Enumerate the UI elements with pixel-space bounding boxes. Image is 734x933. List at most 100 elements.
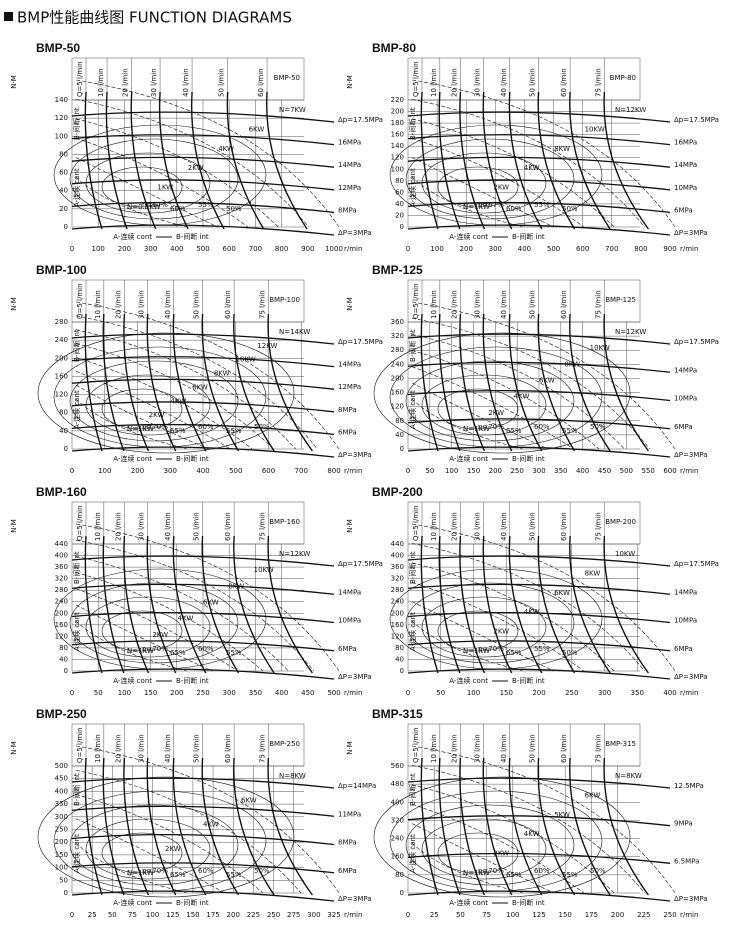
power-curve bbox=[75, 556, 289, 672]
efficiency-loop bbox=[421, 596, 547, 658]
x-tick-label: 450 bbox=[301, 689, 314, 697]
efficiency-label: 55% bbox=[198, 201, 214, 209]
panel-box-label: BMP-315 bbox=[605, 740, 636, 748]
y-tick-label: 80 bbox=[395, 177, 404, 185]
y-tick-label: 200 bbox=[391, 609, 404, 617]
x-tick-label: 0 bbox=[406, 689, 410, 697]
efficiency-label: 55% bbox=[226, 649, 242, 657]
panel-name: BMP-160 bbox=[36, 485, 87, 499]
efficiency-loop bbox=[101, 166, 183, 208]
flow-label: 30 l/min bbox=[474, 290, 482, 319]
pressure-label: 6MPa bbox=[674, 645, 693, 653]
flow-header bbox=[407, 57, 641, 101]
x-tick-label: 175 bbox=[585, 911, 598, 919]
flow-label: 20 l/min bbox=[450, 68, 458, 97]
speed-unit: r/min bbox=[680, 467, 698, 475]
pressure-curve bbox=[71, 555, 335, 567]
power-curve bbox=[75, 343, 275, 450]
legend-b: B-间断 int bbox=[512, 898, 545, 907]
flow-label: 10 l/min bbox=[94, 512, 102, 541]
power-label: N=1KW bbox=[127, 425, 154, 433]
y-tick-label: 160 bbox=[391, 621, 404, 629]
pressure-label: ΔP=3MPa bbox=[338, 229, 372, 237]
side-legend-a: A-连续 cont bbox=[72, 390, 81, 429]
flow-label: Q=5 l/min bbox=[76, 505, 84, 541]
pressure-label: 14MPa bbox=[338, 361, 361, 369]
flow-label: 40 l/min bbox=[164, 290, 172, 319]
x-tick-label: 150 bbox=[144, 689, 157, 697]
efficiency-label: 65% bbox=[506, 871, 522, 879]
efficiency-loop bbox=[69, 360, 239, 442]
pressure-label: Δp=17.5MPa bbox=[674, 116, 719, 124]
flow-curve bbox=[438, 757, 461, 896]
flow-label: 20 l/min bbox=[114, 734, 122, 763]
y-tick-label: 450 bbox=[55, 775, 68, 783]
y-tick-label: 60 bbox=[59, 169, 68, 177]
efficiency-loop bbox=[53, 346, 267, 448]
power-label: 4KW bbox=[170, 397, 186, 405]
power-curve bbox=[75, 523, 340, 672]
power-label: N=1KW bbox=[463, 203, 490, 211]
power-label: N=14KW bbox=[279, 328, 310, 336]
flow-curve bbox=[172, 757, 207, 896]
flow-curve bbox=[233, 313, 275, 452]
power-label: 6KW bbox=[554, 589, 570, 597]
power-curve bbox=[75, 137, 248, 228]
pressure-curve bbox=[407, 555, 671, 567]
y-tick-label: 220 bbox=[391, 96, 404, 104]
pressure-curve bbox=[407, 418, 671, 430]
torque-unit: N·M bbox=[346, 75, 354, 89]
power-curve bbox=[411, 398, 524, 450]
speed-unit: r/min bbox=[680, 245, 698, 253]
pressure-label: 8MPa bbox=[338, 406, 357, 414]
flow-label: 75 l/min bbox=[258, 512, 266, 541]
power-label: N=12KW bbox=[615, 328, 646, 336]
efficiency-label: 60% bbox=[198, 867, 214, 875]
power-curve bbox=[75, 572, 264, 672]
x-tick-label: 100 bbox=[146, 911, 159, 919]
pressure-curve bbox=[71, 201, 335, 214]
flow-curve bbox=[459, 91, 486, 230]
side-legend-a: A-连续 cont bbox=[408, 390, 417, 429]
power-curve bbox=[411, 745, 676, 894]
panel-box-label: BMP-80 bbox=[610, 74, 636, 82]
efficiency-label: 55% bbox=[226, 427, 242, 435]
power-label: 5KW bbox=[554, 811, 570, 819]
flow-curve bbox=[569, 91, 611, 230]
pressure-curve bbox=[71, 612, 335, 624]
flow-label: 75 l/min bbox=[258, 734, 266, 763]
efficiency-loop bbox=[389, 124, 603, 226]
y-tick-label: 0 bbox=[64, 889, 68, 897]
y-tick-label: 360 bbox=[391, 318, 404, 326]
flow-label: 60 l/min bbox=[224, 290, 232, 319]
pressure-label: Δp=17.5MPa bbox=[338, 560, 383, 568]
pressure-curve bbox=[407, 640, 671, 652]
power-curve bbox=[75, 620, 188, 672]
flow-curve bbox=[420, 91, 439, 230]
torque-unit: N·M bbox=[10, 297, 18, 311]
efficiency-loop bbox=[389, 568, 603, 670]
pressure-curve bbox=[71, 805, 335, 817]
efficiency-label: η=70% bbox=[142, 867, 168, 875]
y-tick-label: 440 bbox=[55, 540, 68, 548]
x-tick-label: 500 bbox=[547, 245, 560, 253]
pressure-curve bbox=[71, 668, 335, 680]
flow-label: Q=5 l/min bbox=[412, 283, 420, 319]
pressure-curve bbox=[407, 111, 671, 123]
power-label: N=7KW bbox=[279, 106, 306, 114]
flow-label: 10 l/min bbox=[430, 290, 438, 319]
pressure-label: 8MPa bbox=[338, 206, 357, 214]
x-tick-label: 300 bbox=[532, 467, 545, 475]
efficiency-label: 60% bbox=[170, 205, 186, 213]
x-tick-label: 700 bbox=[249, 245, 262, 253]
y-tick-label: 240 bbox=[391, 598, 404, 606]
power-label: N=8KW bbox=[279, 772, 306, 780]
efficiency-label: 50% bbox=[254, 423, 270, 431]
y-tick-label: 40 bbox=[395, 431, 404, 439]
x-tick-label: 100 bbox=[430, 245, 443, 253]
power-label: 4KW bbox=[524, 830, 540, 838]
panel-box-label: BMP-160 bbox=[269, 518, 300, 526]
power-label: 12KW bbox=[257, 342, 277, 350]
flow-curve bbox=[84, 91, 103, 230]
flow-curve bbox=[146, 313, 177, 452]
